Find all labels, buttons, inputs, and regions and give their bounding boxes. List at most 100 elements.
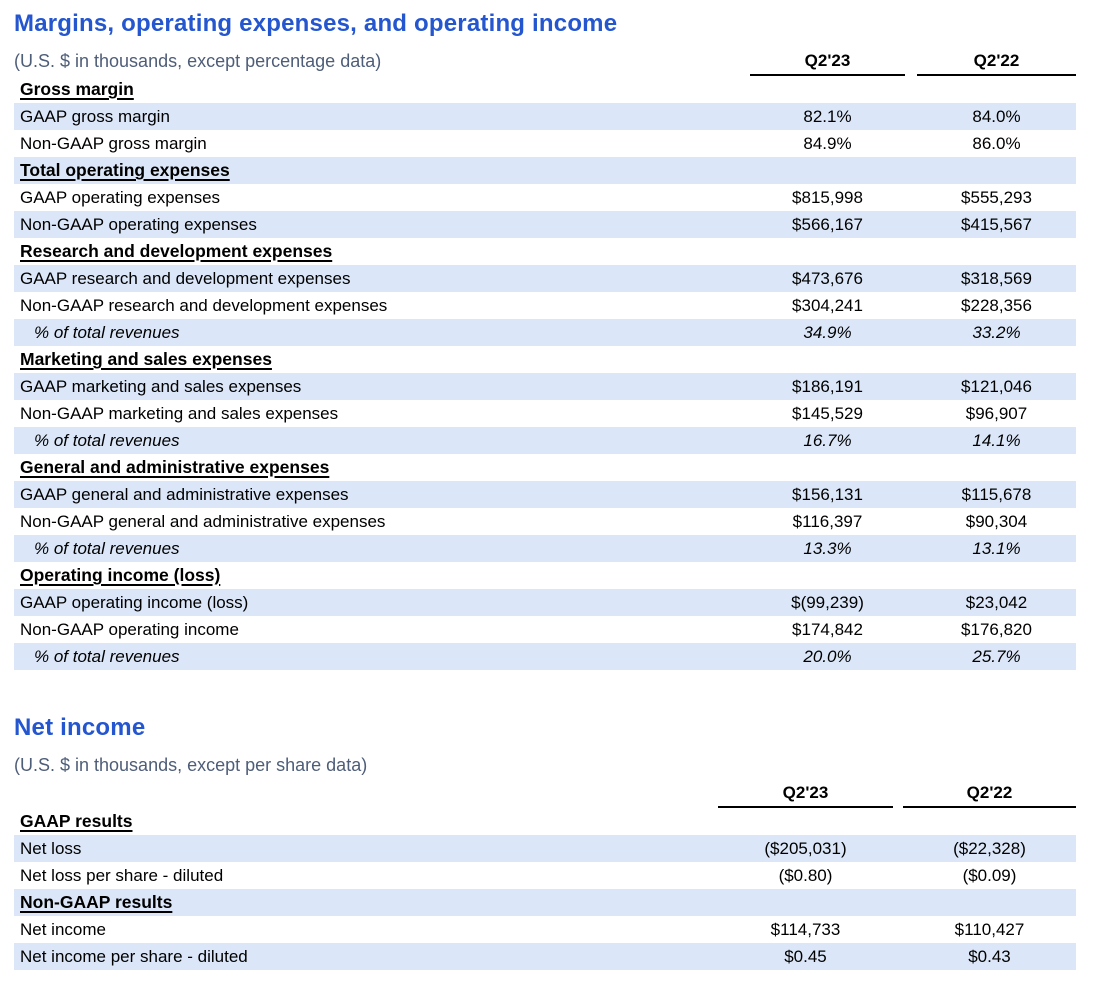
data-row: Non-GAAP marketing and sales expenses $14… — [14, 400, 1076, 427]
value-q2-23: $0.45 — [784, 947, 827, 966]
column-gap — [905, 562, 917, 589]
table-rows: GAAP results Net loss ($205,031) ($22,328) N… — [14, 808, 1076, 970]
column-header-q2-23: Q2'23 — [750, 51, 905, 76]
value-q2-22: $90,304 — [965, 512, 1028, 531]
value-q2-22 — [917, 562, 1076, 589]
data-row: Net income $114,733 $110,427 — [14, 916, 1076, 943]
table-rows: Gross margin GAAP gross margin 82.1% 84.0% N… — [14, 76, 1076, 670]
data-row: % of total revenues 13.3% 13.1% — [14, 535, 1076, 562]
data-row: Non-GAAP research and development expens… — [14, 292, 1076, 319]
row-label: GAAP operating income (loss) — [20, 593, 249, 612]
section-header-row: Research and development expenses — [14, 238, 1076, 265]
value-q2-23 — [750, 157, 905, 184]
value-q2-22: $23,042 — [965, 593, 1028, 612]
row-label: Gross margin — [20, 79, 134, 99]
value-q2-23: $186,191 — [792, 377, 863, 396]
value-q2-23 — [750, 454, 905, 481]
value-q2-22: $555,293 — [961, 188, 1032, 207]
column-gap — [905, 211, 917, 238]
value-q2-23: ($205,031) — [764, 839, 847, 858]
value-q2-22 — [917, 76, 1076, 103]
value-q2-22: ($22,328) — [953, 839, 1026, 858]
value-q2-22 — [903, 889, 1076, 916]
value-q2-22: $318,569 — [961, 269, 1032, 288]
section-header-row: Gross margin — [14, 76, 1076, 103]
data-row: GAAP general and administrative expenses… — [14, 481, 1076, 508]
value-q2-22: $228,356 — [961, 296, 1032, 315]
column-gap — [905, 103, 917, 130]
value-q2-23: $145,529 — [792, 404, 863, 423]
section-header-row: Operating income (loss) — [14, 562, 1076, 589]
column-gap — [905, 454, 917, 481]
row-label: Operating income (loss) — [20, 565, 221, 585]
data-row: Non-GAAP gross margin 84.9% 86.0% — [14, 130, 1076, 157]
column-gap — [905, 481, 917, 508]
value-q2-23: $156,131 — [792, 485, 863, 504]
table-title: Margins, operating expenses, and operati… — [14, 10, 618, 37]
data-row: % of total revenues 16.7% 14.1% — [14, 427, 1076, 454]
data-row: Net income per share - diluted $0.45 $0.43 — [14, 943, 1076, 970]
column-gap — [905, 265, 917, 292]
section-header-row: GAAP results — [14, 808, 1076, 835]
data-row: % of total revenues 20.0% 25.7% — [14, 643, 1076, 670]
value-q2-23: $473,676 — [792, 269, 863, 288]
net-income-table: Net income (U.S. $ in thousands, except … — [14, 712, 1076, 970]
value-q2-22 — [917, 454, 1076, 481]
value-q2-22: 84.0% — [972, 107, 1021, 126]
row-label: Non-GAAP operating expenses — [20, 215, 257, 234]
data-row: Net loss ($205,031) ($22,328) — [14, 835, 1076, 862]
column-gap — [893, 889, 903, 916]
margins-opex-table: Margins, operating expenses, and operati… — [14, 8, 1076, 670]
column-gap — [905, 373, 917, 400]
row-label: GAAP results — [20, 811, 133, 831]
value-q2-23: 84.9% — [803, 134, 852, 153]
row-label: General and administrative expenses — [20, 457, 330, 477]
data-row: GAAP gross margin 82.1% 84.0% — [14, 103, 1076, 130]
value-q2-22: $176,820 — [961, 620, 1032, 639]
row-label: % of total revenues — [34, 539, 180, 558]
column-gap — [905, 157, 917, 184]
column-gap — [893, 943, 903, 970]
value-q2-23 — [750, 76, 905, 103]
value-q2-23: 16.7% — [803, 431, 852, 450]
value-q2-23 — [718, 889, 893, 916]
table-subtitle: (U.S. $ in thousands, except percentage … — [14, 51, 382, 71]
column-header-row: Q2'23 Q2'22 — [14, 782, 1076, 808]
row-label: % of total revenues — [34, 431, 180, 450]
column-gap — [905, 292, 917, 319]
row-label: GAAP operating expenses — [20, 188, 221, 207]
row-label: Non-GAAP operating income — [20, 620, 239, 639]
column-gap — [893, 862, 903, 889]
data-row: Non-GAAP general and administrative expe… — [14, 508, 1076, 535]
value-q2-22: ($0.09) — [962, 866, 1017, 885]
row-label: Non-GAAP marketing and sales expenses — [20, 404, 339, 423]
row-label: GAAP marketing and sales expenses — [20, 377, 302, 396]
value-q2-23 — [718, 808, 893, 835]
value-q2-23: 20.0% — [803, 647, 852, 666]
row-label: GAAP general and administrative expenses — [20, 485, 349, 504]
row-label: % of total revenues — [34, 647, 180, 666]
value-q2-22: 14.1% — [972, 431, 1021, 450]
data-row: % of total revenues 34.9% 33.2% — [14, 319, 1076, 346]
value-q2-23: 82.1% — [803, 107, 852, 126]
data-row: GAAP research and development expenses $4… — [14, 265, 1076, 292]
column-gap — [905, 400, 917, 427]
row-label: Net loss per share - diluted — [20, 866, 224, 885]
section-header-row: Non-GAAP results — [14, 889, 1076, 916]
value-q2-22 — [917, 238, 1076, 265]
row-label: Non-GAAP results — [20, 892, 173, 912]
value-q2-23: $174,842 — [792, 620, 863, 639]
value-q2-22: $121,046 — [961, 377, 1032, 396]
value-q2-22: $110,427 — [954, 920, 1025, 939]
value-q2-23: $566,167 — [792, 215, 863, 234]
value-q2-23: $116,397 — [792, 512, 863, 531]
value-q2-22: $115,678 — [961, 485, 1032, 504]
data-row: Non-GAAP operating expenses $566,167 $415,… — [14, 211, 1076, 238]
row-label: Marketing and sales expenses — [20, 349, 272, 369]
column-gap — [905, 589, 917, 616]
column-gap — [905, 130, 917, 157]
row-label: Net income per share - diluted — [20, 947, 248, 966]
value-q2-23 — [750, 562, 905, 589]
column-gap — [905, 616, 917, 643]
